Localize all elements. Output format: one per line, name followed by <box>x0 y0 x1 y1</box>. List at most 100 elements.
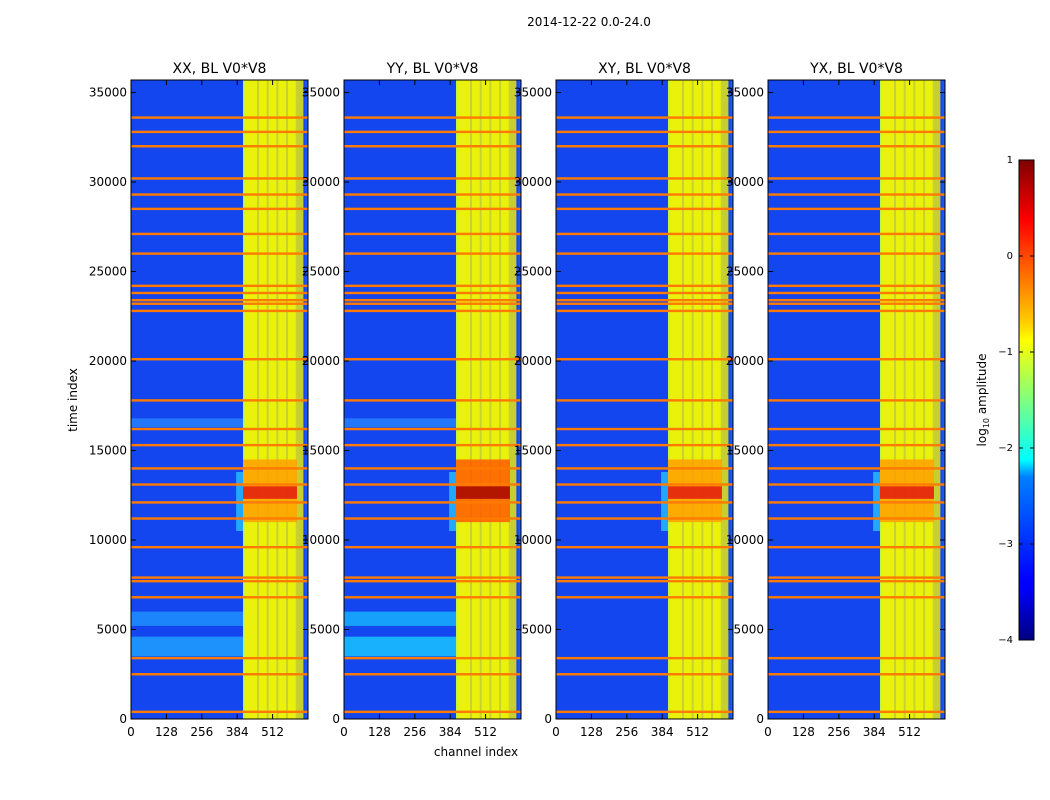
y-tick-label: 15000 <box>514 444 552 458</box>
flagged-row <box>768 501 945 504</box>
colorbar-tick-label: −2 <box>998 443 1013 454</box>
y-axis-label: time index <box>66 368 80 432</box>
flagged-row <box>556 483 733 486</box>
flagged-row <box>556 427 733 431</box>
flagged-row <box>556 302 733 305</box>
x-tick-label: 512 <box>898 725 921 739</box>
y-tick-label: 0 <box>544 712 552 726</box>
flagged-row <box>768 130 945 134</box>
flagged-row <box>556 309 733 313</box>
panel-4: YX, BL V0*V8 0 128 256 384 512 0 5000 10000 15000… <box>726 61 946 739</box>
flagged-row <box>344 517 521 520</box>
flagged-row <box>768 302 945 305</box>
y-tick-label: 30000 <box>302 175 340 189</box>
flagged-row <box>768 145 945 148</box>
y-tick-label: 35000 <box>726 86 764 100</box>
y-tick-label: 30000 <box>89 175 127 189</box>
flagged-row <box>131 145 308 148</box>
x-axis-label: channel index <box>434 745 518 759</box>
y-tick-label: 10000 <box>514 533 552 547</box>
flagged-row <box>768 576 945 579</box>
flagged-row <box>344 467 521 470</box>
x-tick-label: 256 <box>190 725 213 739</box>
flagged-row <box>344 145 521 148</box>
heatmap-hot-core <box>243 486 297 499</box>
flagged-row <box>131 309 308 313</box>
y-tick-label: 30000 <box>726 175 764 189</box>
panel-3: XY, BL V0*V8 0 128 256 384 512 0 5000 10000 15000… <box>514 61 734 739</box>
colorbar-ticks: 1 0 −1 −2 −3 −4 <box>998 155 1034 646</box>
flagged-row <box>556 596 733 599</box>
flagged-row <box>556 116 733 119</box>
y-tick-label: 20000 <box>89 354 127 368</box>
flagged-row <box>131 467 308 470</box>
flagged-row <box>556 298 733 302</box>
colorbar-label-rest: amplitude <box>975 354 989 418</box>
heatmap-hot-core <box>880 486 934 499</box>
y-tick-label: 35000 <box>89 86 127 100</box>
flagged-row <box>768 232 945 236</box>
panel-frame <box>343 79 522 720</box>
panel-1: XX, BL V0*V8 0 128 256 384 512 0 5000 10000 15000… <box>89 61 309 739</box>
flagged-row <box>768 309 945 313</box>
panel-2: YY, BL V0*V8 0 128 256 384 512 0 5000 10000 15000… <box>302 61 522 739</box>
y-tick-label: 10000 <box>89 533 127 547</box>
panel-frame <box>130 79 309 720</box>
heatmap-patch <box>131 418 244 428</box>
flagged-row <box>344 710 521 714</box>
y-tick-label: 25000 <box>514 265 552 279</box>
flagged-row <box>768 467 945 470</box>
heatmap-patch <box>131 611 244 626</box>
flagged-row <box>131 116 308 119</box>
flagged-row <box>131 252 308 255</box>
flagged-row <box>344 545 521 549</box>
flagged-row <box>344 579 521 583</box>
y-tick-label: 0 <box>332 712 340 726</box>
x-tick-label: 0 <box>764 725 772 739</box>
y-tick-label: 0 <box>756 712 764 726</box>
flagged-row <box>556 467 733 470</box>
x-tick-label: 512 <box>474 725 497 739</box>
flagged-row <box>344 284 521 288</box>
colorbar-label: log10 amplitude <box>975 354 991 447</box>
colorbar-tick-label: 1 <box>1007 155 1013 166</box>
flagged-row <box>131 576 308 579</box>
flagged-row <box>768 483 945 486</box>
panel-title: XX, BL V0*V8 <box>173 61 267 77</box>
y-tick-label: 5000 <box>309 623 340 637</box>
y-tick-label: 25000 <box>302 265 340 279</box>
flagged-row <box>556 252 733 255</box>
flagged-row <box>131 284 308 288</box>
flagged-row <box>768 252 945 255</box>
heatmap-patch <box>131 636 244 657</box>
panel-title: YY, BL V0*V8 <box>386 61 479 77</box>
flagged-row <box>768 358 945 361</box>
heatmap-patch <box>344 636 457 657</box>
flagged-row <box>556 177 733 180</box>
flagged-row <box>556 501 733 504</box>
flagged-row <box>131 483 308 486</box>
x-tick-label: 0 <box>340 725 348 739</box>
flagged-row <box>131 710 308 714</box>
flagged-row <box>344 399 521 402</box>
x-tick-label: 384 <box>651 725 674 739</box>
y-tick-label: 5000 <box>96 623 127 637</box>
flagged-row <box>556 193 733 196</box>
flagged-row <box>344 501 521 504</box>
flagged-row <box>344 207 521 211</box>
colorbar-label-sub: 10 <box>982 418 991 428</box>
flagged-row <box>768 207 945 211</box>
flagged-row <box>131 193 308 196</box>
flagged-row <box>344 596 521 599</box>
y-tick-label: 5000 <box>733 623 764 637</box>
flagged-row <box>344 427 521 431</box>
x-tick-label: 384 <box>439 725 462 739</box>
flagged-row <box>556 130 733 134</box>
flagged-row <box>344 673 521 676</box>
x-tick-label: 256 <box>615 725 638 739</box>
heatmap-hot-core <box>668 486 722 499</box>
y-tick-label: 20000 <box>302 354 340 368</box>
flagged-row <box>768 545 945 549</box>
flagged-row <box>344 232 521 236</box>
y-tick-label: 10000 <box>302 533 340 547</box>
